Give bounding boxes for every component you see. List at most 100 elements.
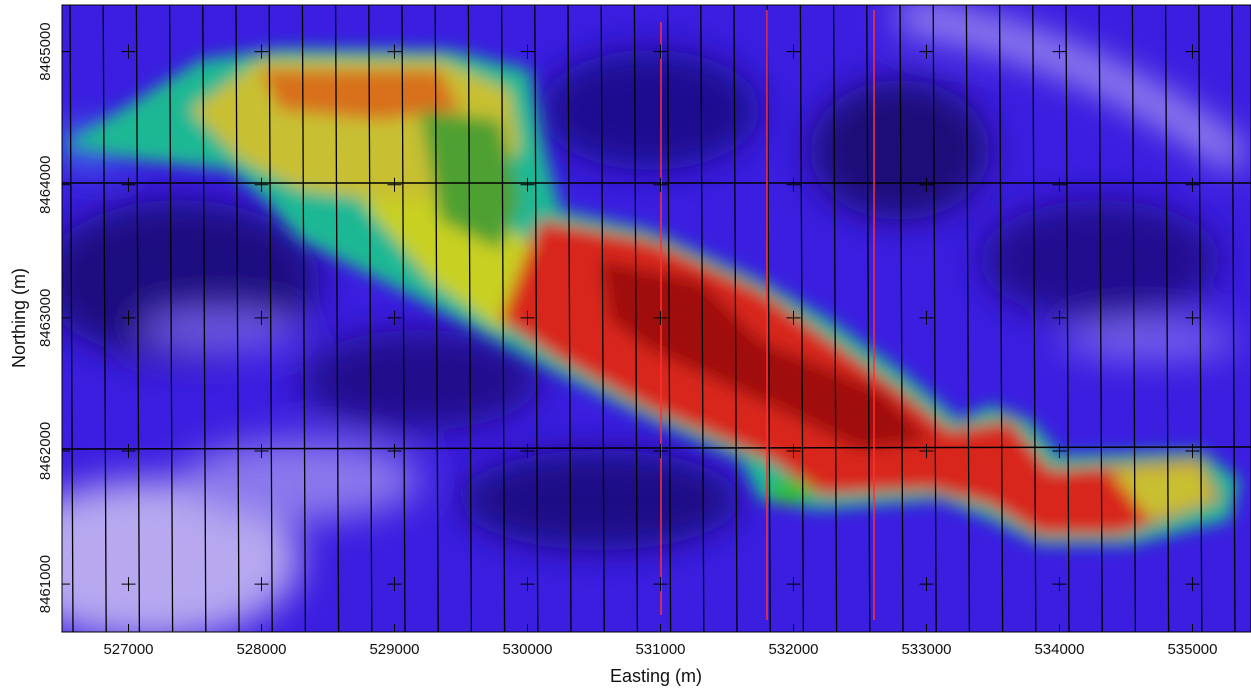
- grid-cross: [254, 577, 269, 592]
- survey-line: [633, 5, 639, 632]
- grid-cross: [121, 577, 136, 592]
- grid-cross: [786, 577, 801, 592]
- grid-cross: [919, 443, 934, 458]
- survey-line: [401, 5, 406, 632]
- grid-cross: [520, 577, 535, 592]
- x-tick-label: 532000: [768, 641, 818, 658]
- survey-line: [899, 5, 904, 632]
- survey-line: [500, 5, 506, 632]
- grid-cross: [653, 177, 668, 192]
- grid-cross: [919, 44, 934, 59]
- grid-cross: [1185, 44, 1200, 59]
- survey-line: [998, 5, 1004, 632]
- grid-cross: [653, 443, 668, 458]
- survey-line: [1198, 5, 1203, 632]
- survey-line: [368, 5, 373, 632]
- grid-cross: [520, 44, 535, 59]
- x-tick-label: 530000: [502, 641, 552, 658]
- survey-line: [1164, 5, 1170, 632]
- grid-cross: [520, 177, 535, 192]
- grid-cross: [121, 44, 136, 59]
- grid-cross: [653, 44, 668, 59]
- plot-frame: [61, 4, 1251, 633]
- grid-cross: [1052, 310, 1067, 325]
- map-image: [62, 5, 1251, 632]
- grid-cross: [786, 44, 801, 59]
- grid-cross: [1185, 577, 1200, 592]
- survey-line: [733, 5, 738, 632]
- grid-cross: [254, 310, 269, 325]
- survey-line: [866, 5, 871, 632]
- survey-line: [700, 5, 705, 632]
- x-tick-label: 527000: [103, 641, 153, 658]
- grid-cross: [121, 310, 136, 325]
- survey-line: [1065, 5, 1070, 632]
- grid-cross: [1185, 443, 1200, 458]
- grid-cross: [387, 577, 402, 592]
- grid-cross: [1052, 44, 1067, 59]
- x-tick-label: 533000: [901, 641, 951, 658]
- survey-line: [268, 5, 273, 632]
- grid-cross: [387, 44, 402, 59]
- survey-line: [168, 5, 174, 632]
- grid-cross: [1185, 177, 1200, 192]
- survey-line: [1032, 5, 1037, 632]
- survey-line: [102, 5, 107, 632]
- grid-cross: [121, 443, 136, 458]
- grid-cross: [387, 443, 402, 458]
- grid-cross: [1052, 443, 1067, 458]
- grid-cross: [387, 177, 402, 192]
- survey-line: [932, 5, 937, 632]
- grid-cross: [786, 310, 801, 325]
- survey-line: [567, 5, 572, 632]
- grid-cross: [786, 177, 801, 192]
- grid-cross: [786, 443, 801, 458]
- survey-lines: [69, 5, 1236, 632]
- survey-line: [434, 5, 439, 632]
- grid-cross: [653, 577, 668, 592]
- survey-line: [1131, 5, 1137, 632]
- y-axis-label: Northing (m): [9, 268, 29, 368]
- survey-line: [1098, 5, 1103, 632]
- grid-cross: [653, 310, 668, 325]
- x-tick-label: 528000: [236, 641, 286, 658]
- grid-cross: [254, 443, 269, 458]
- grid-cross: [1052, 577, 1067, 592]
- y-tick-label: 8465000: [37, 22, 54, 80]
- survey-line: [666, 5, 672, 632]
- grid-cross: [254, 177, 269, 192]
- x-tick-label: 531000: [635, 641, 685, 658]
- survey-line: [69, 5, 74, 632]
- survey-line: [235, 5, 240, 632]
- x-tick-label: 534000: [1034, 641, 1084, 658]
- grid-cross: [919, 577, 934, 592]
- x-tick-label: 535000: [1167, 641, 1217, 658]
- y-tick-label: 8461000: [37, 555, 54, 613]
- grid-cross: [1185, 310, 1200, 325]
- y-tick-label: 8462000: [37, 422, 54, 480]
- survey-line: [600, 5, 605, 632]
- survey-line: [301, 5, 307, 632]
- flight-line: [62, 446, 1251, 450]
- y-tick-label: 8463000: [37, 289, 54, 347]
- x-tick-label: 529000: [369, 641, 419, 658]
- grid-cross: [121, 177, 136, 192]
- grid-cross: [254, 44, 269, 59]
- y-tick-label: 8464000: [37, 156, 54, 214]
- grid-cross: [520, 310, 535, 325]
- survey-line: [1231, 5, 1236, 632]
- grid-cross: [919, 177, 934, 192]
- grid-cross: [1052, 177, 1067, 192]
- survey-line: [467, 5, 473, 632]
- survey-line: [334, 5, 340, 632]
- survey-line: [135, 5, 141, 632]
- survey-line: [799, 5, 805, 632]
- grid-cross: [387, 310, 402, 325]
- x-axis-label: Easting (m): [610, 666, 702, 686]
- grid-cross: [520, 443, 535, 458]
- survey-line: [534, 5, 539, 632]
- survey-line: [832, 5, 838, 632]
- survey-line: [965, 5, 971, 632]
- axes: 527000 528000 529000 530000 531000 532000 5330…: [37, 22, 1218, 658]
